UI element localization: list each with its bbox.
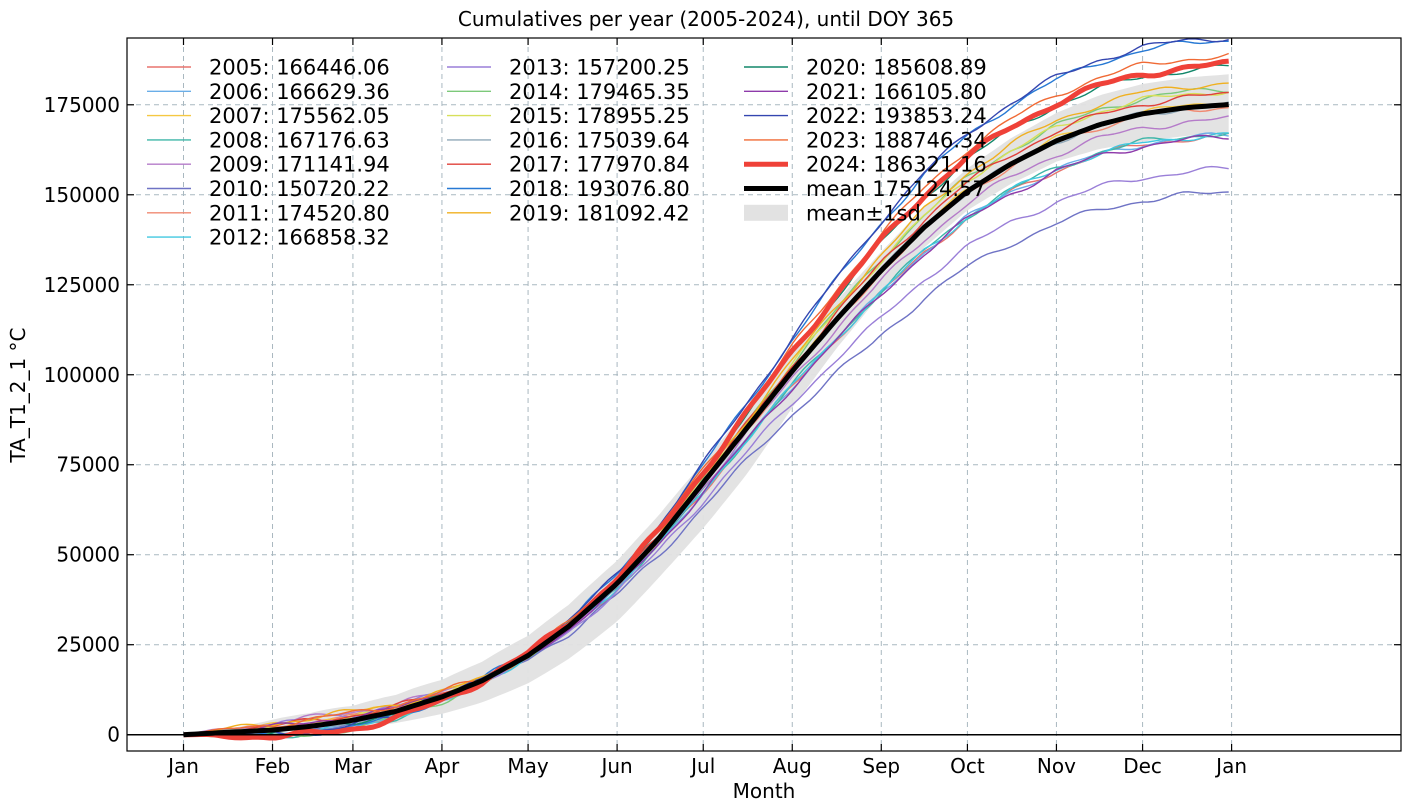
legend-2022-label: 2022: 193853.24 — [806, 104, 987, 128]
x-axis-label: Month — [733, 779, 796, 803]
legend-2018-label: 2018: 193076.80 — [509, 177, 690, 201]
legend-2021-label: 2021: 166105.80 — [806, 80, 987, 104]
legend-2012-label: 2012: 166858.32 — [209, 226, 390, 250]
x-tick-label-7: Aug — [773, 754, 812, 778]
legend-2008-label: 2008: 167176.63 — [209, 128, 390, 152]
x-tick-label-6: Jul — [689, 754, 715, 778]
legend-2014-label: 2014: 179465.35 — [509, 80, 690, 104]
mean-line — [183, 102, 1229, 738]
x-tick-label-0: Jan — [166, 754, 199, 778]
x-tick-label-8: Sep — [862, 754, 900, 778]
x-tick-label-12: Jan — [1214, 754, 1247, 778]
series-line-2013 — [183, 165, 1229, 736]
y-tick-label-2: 50000 — [56, 543, 120, 567]
series-layer — [183, 38, 1229, 741]
legend-band-swatch — [744, 204, 788, 221]
axis-ticks: Jan Feb Mar Apr May Jun Jul Aug Sep Oct Nov Dec Jan 0… — [44, 38, 1401, 778]
y-tick-label-4: 100000 — [44, 363, 120, 387]
mean-layer — [183, 102, 1229, 738]
x-tick-label-9: Oct — [950, 754, 985, 778]
x-tick-label-1: Feb — [255, 754, 290, 778]
y-tick-label-5: 125000 — [44, 273, 120, 297]
legend-2020-label: 2020: 185608.89 — [806, 56, 987, 80]
legend-2011-label: 2011: 174520.80 — [209, 201, 390, 225]
y-tick-label-0: 0 — [107, 723, 120, 747]
legend-2007-label: 2007: 175562.05 — [209, 104, 390, 128]
x-tick-label-4: May — [507, 754, 549, 778]
sd-band — [183, 74, 1229, 735]
series-line-2009 — [183, 115, 1229, 736]
legend-2024-label: 2024: 186321.16 — [806, 153, 987, 177]
legend-2006-label: 2006: 166629.36 — [209, 80, 390, 104]
y-tick-label-1: 25000 — [56, 633, 120, 657]
y-tick-label-6: 150000 — [44, 183, 120, 207]
y-tick-label-7: 175000 — [44, 93, 120, 117]
x-tick-label-3: Apr — [425, 754, 460, 778]
series-line-2023 — [183, 52, 1229, 736]
series-line-2018 — [183, 40, 1229, 738]
legend-2023-label: 2023: 188746.34 — [806, 128, 987, 152]
plot-frame — [126, 37, 1402, 752]
chart-title: Cumulatives per year (2005-2024), until … — [458, 7, 954, 31]
y-axis-label: TA_T1_2_1 °C — [6, 327, 30, 463]
legend-2009-label: 2009: 171141.94 — [209, 153, 390, 177]
legend-2013-label: 2013: 157200.25 — [509, 56, 690, 80]
sd-band-layer — [183, 74, 1229, 735]
y-tick-label-3: 75000 — [56, 453, 120, 477]
legend-2017-label: 2017: 177970.84 — [509, 153, 690, 177]
legend-band-label: mean±1sd — [806, 201, 921, 225]
series-line-2024 — [183, 58, 1229, 741]
legend-2010-label: 2010: 150720.22 — [209, 177, 390, 201]
legend-mean-label: mean 175124.57 — [806, 177, 986, 201]
x-tick-label-5: Jun — [599, 754, 632, 778]
x-tick-label-2: Mar — [334, 754, 373, 778]
legend-2015-label: 2015: 178955.25 — [509, 104, 690, 128]
legend-2005-label: 2005: 166446.06 — [209, 56, 390, 80]
legend-2016-label: 2016: 175039.64 — [509, 128, 690, 152]
x-tick-label-11: Dec — [1123, 754, 1162, 778]
legend-2019-label: 2019: 181092.42 — [509, 201, 690, 225]
x-tick-label-10: Nov — [1037, 754, 1076, 778]
